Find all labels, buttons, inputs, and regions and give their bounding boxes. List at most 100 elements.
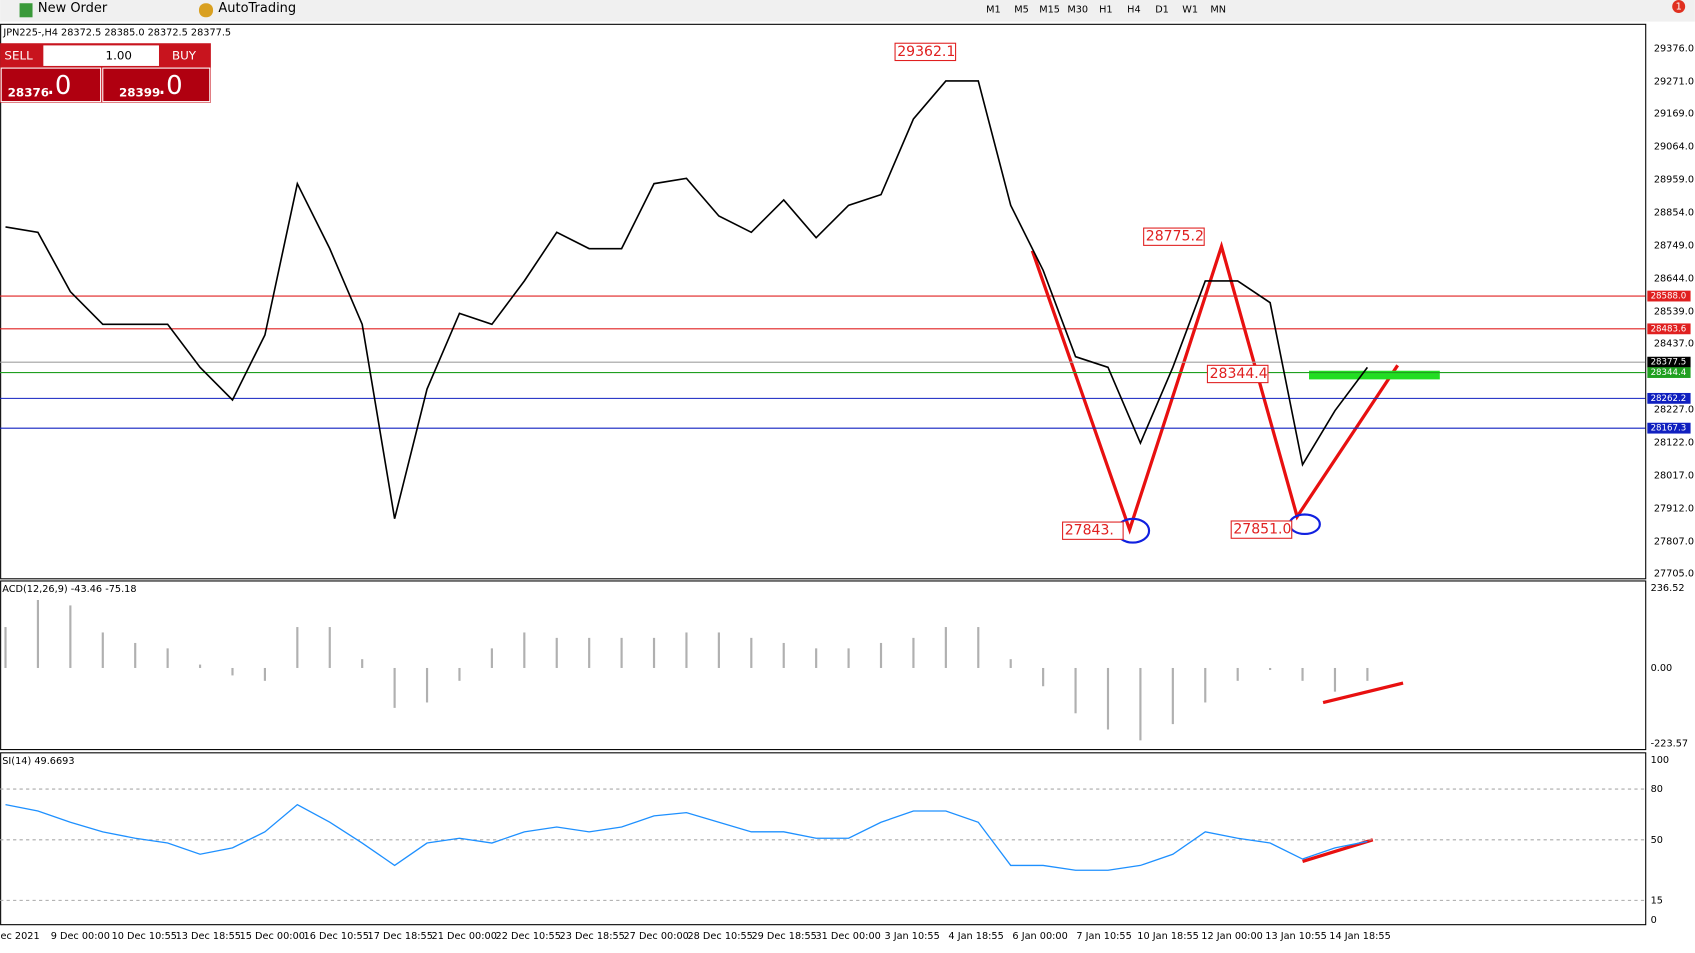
macd-bar [425,667,429,703]
sell-button[interactable]: SELL [4,49,33,63]
time-label: 23 Dec 18:55 [560,931,625,942]
macd-bar [879,642,883,668]
price-label: 28959.0 [1654,175,1694,186]
annotation: 27843. [1065,523,1114,539]
new-order-icon[interactable] [19,3,33,18]
macd-frame [0,580,1647,751]
buy-button[interactable]: BUY [172,49,197,63]
macd-bar [328,627,331,668]
price-label: 28122.0 [1654,437,1694,448]
timeframe[interactable]: H4 [1127,5,1141,16]
macd-bar [166,648,169,668]
timeframe[interactable]: M15 [1039,5,1060,16]
price-label: 28017.0 [1654,470,1694,481]
timeframe[interactable]: M5 [1014,5,1029,16]
level-label: 28588.0 [1651,292,1687,302]
rsi-axis-label: 0 [1651,915,1657,926]
macd-bar [198,664,202,668]
macd-bar [458,667,461,681]
ask-main[interactable]: 28399 [119,85,160,99]
macd-bar [4,627,7,668]
buy-box[interactable] [102,67,211,103]
rsi-axis-label: 50 [1651,835,1663,846]
macd-bar [912,637,915,668]
time-label: 15 Dec 00:00 [240,931,305,942]
rsi-axis-label: 80 [1651,784,1663,795]
badge[interactable]: 1 [1676,1,1682,12]
macd-bar [555,637,558,668]
drawings [1030,240,1404,863]
lots[interactable]: 1.00 [106,49,132,63]
price-label: 28539.0 [1654,306,1694,317]
macd-bar [1106,667,1110,730]
timeframe[interactable]: W1 [1182,5,1198,16]
timeframe[interactable]: MN [1210,5,1226,16]
macd-bar [1042,667,1045,687]
ask-frac[interactable]: .0 [158,71,183,101]
time-label: 31 Dec 00:00 [815,931,880,942]
macd-bar [1366,667,1369,681]
new-order[interactable]: New Order [38,1,108,16]
timeframe[interactable]: M30 [1067,5,1088,16]
lots-box[interactable] [43,45,159,66]
circle [1288,513,1321,536]
macd-bar [685,632,688,668]
macd-bar [361,659,364,668]
timeframe[interactable]: H1 [1099,5,1113,16]
timeframe[interactable]: M1 [986,5,1001,16]
annotation: 27851.0 [1233,522,1291,538]
annotation: 28344.4 [1210,366,1268,382]
annotation: 29362.1 [897,44,955,60]
bid-frac[interactable]: .0 [47,71,72,101]
price-label: 29376.0 [1654,44,1694,55]
time-label: 27 Dec 00:00 [623,931,688,942]
level-label: 28167.3 [1651,424,1687,434]
rsi-arrow [1302,838,1374,863]
level-tag [1647,367,1691,378]
macd-axis-label: 0.00 [1651,663,1673,674]
rsi-axis-label: 15 [1651,895,1663,906]
macd-bar [1074,667,1077,714]
timeframe[interactable]: D1 [1155,5,1169,16]
level-label: 28344.4 [1651,368,1687,378]
macd-bar [1269,667,1272,671]
macd-label: ACD(12,26,9) -43.46 -75.18 [2,584,136,595]
time-label: Dec 2021 [0,931,40,942]
badge-bg[interactable] [1672,0,1686,13]
time-label: 13 Dec 18:55 [176,931,241,942]
price-label: 27807.0 [1654,536,1694,547]
time-label: 17 Dec 18:55 [368,931,433,942]
annotation-box [1143,227,1205,246]
time-label: 22 Dec 10:55 [496,931,561,942]
level-label: 28483.6 [1651,324,1687,334]
macd-axis-label: -223.57 [1651,739,1689,750]
price-label: 29271.0 [1654,77,1694,88]
time-label: 13 Jan 10:55 [1265,931,1327,942]
rsi-label: SI(14) 49.6693 [2,756,74,767]
time-label: 10 Jan 18:55 [1137,931,1199,942]
time-label: 6 Jan 00:00 [1012,931,1067,942]
annotation: 28775.2 [1146,229,1204,245]
price-label: 29169.0 [1654,109,1694,120]
price-label: 28644.0 [1654,273,1694,284]
level-tag [1647,422,1691,434]
time-label: 9 Dec 00:00 [51,931,110,942]
macd-bar [1139,667,1142,741]
bid-main[interactable]: 28376 [8,85,49,99]
auto-trading[interactable]: AutoTrading [218,1,296,16]
macd-bar [296,627,299,668]
level-tag [1647,392,1691,404]
pattern-arrows [1030,240,1400,535]
level-label: 28262.2 [1651,394,1687,404]
price-label: 27705.0 [1654,568,1694,579]
rsi-axis-label: 100 [1651,755,1670,766]
time-label: 4 Jan 18:55 [948,931,1003,942]
annotation-box [894,42,957,62]
rsi-line [5,803,1368,871]
macd-bar [1009,659,1012,668]
autotrading-icon[interactable] [198,3,214,18]
macd-bar [717,632,720,668]
sell-box[interactable] [0,67,102,103]
support-zone [1309,370,1440,380]
